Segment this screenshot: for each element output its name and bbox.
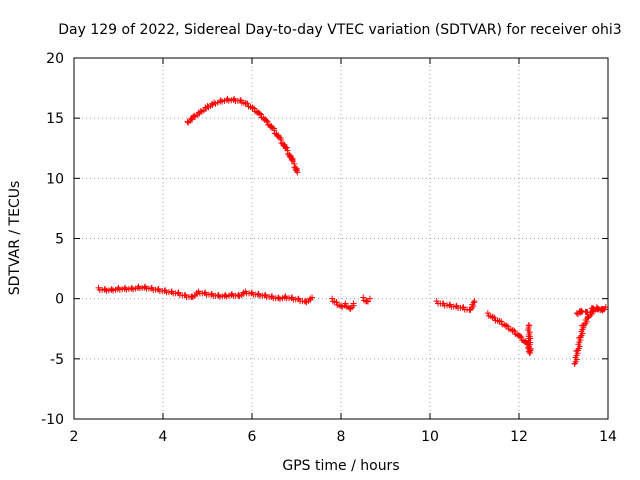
data-point-dense <box>188 116 195 123</box>
data-point <box>108 286 115 293</box>
data-point-dense <box>242 100 249 107</box>
data-point <box>329 295 336 302</box>
data-point-dense <box>489 314 496 321</box>
data-point <box>184 118 191 125</box>
data-point-dense <box>277 135 284 142</box>
data-point-dense <box>193 289 200 296</box>
y-tick-label: 15 <box>46 111 64 127</box>
data-point-dense <box>240 289 247 296</box>
data-point-dense <box>255 109 262 116</box>
data-point <box>128 284 135 291</box>
data-point-dense <box>365 298 372 305</box>
data-point-dense <box>256 110 263 117</box>
data-point-dense <box>249 105 256 112</box>
data-point-dense <box>350 302 357 309</box>
x-tick-label: 4 <box>159 429 168 445</box>
data-point-dense <box>195 109 202 116</box>
data-point-dense <box>270 125 277 132</box>
grid-lines <box>74 58 608 419</box>
y-tick-label: -10 <box>41 412 64 428</box>
chart-title: Day 129 of 2022, Sidereal Day-to-day VTE… <box>58 22 621 38</box>
x-tick-label: 2 <box>70 429 79 445</box>
data-point <box>471 298 478 305</box>
data-point-dense <box>515 332 522 339</box>
data-point-dense <box>509 327 516 334</box>
data-point <box>237 97 244 104</box>
data-point-dense <box>282 145 289 152</box>
data-point <box>366 295 373 302</box>
y-tick-label: -5 <box>50 352 64 368</box>
data-point-dense <box>588 305 595 312</box>
data-point-dense <box>283 144 290 151</box>
x-axis-label: GPS time / hours <box>282 458 399 474</box>
data-point <box>222 292 229 299</box>
y-tick-label: 10 <box>46 171 64 187</box>
x-tick-label: 6 <box>248 429 257 445</box>
data-point-dense <box>470 299 477 306</box>
x-tick-label: 10 <box>421 429 439 445</box>
data-point <box>484 310 491 317</box>
x-tick-label: 12 <box>510 429 528 445</box>
data-point-dense <box>577 309 584 316</box>
data-point-dense <box>307 295 314 302</box>
data-point-dense <box>333 299 340 306</box>
y-tick-label: 0 <box>55 292 64 308</box>
y-tick-label: 20 <box>46 51 64 67</box>
x-tick-label: 14 <box>599 429 617 445</box>
y-tick-label: 5 <box>55 232 64 248</box>
y-axis-label: SDTVAR / TECUs <box>7 181 23 296</box>
data-point <box>275 294 282 301</box>
data-point-dense <box>290 158 297 165</box>
axis-ticks: 2 4 6 8 10 12 14 -10 -5 0 5 10 15 20 <box>41 51 617 445</box>
data-point-dense <box>526 322 533 329</box>
x-tick-label: 8 <box>337 429 346 445</box>
data-point-dense <box>263 117 270 124</box>
data-points <box>95 95 609 367</box>
data-point <box>360 294 367 301</box>
data-point-dense <box>292 166 299 173</box>
data-point-dense <box>293 167 300 174</box>
data-point-dense <box>496 318 503 325</box>
data-point-dense <box>502 322 509 329</box>
data-point-dense <box>517 333 524 340</box>
data-point-dense <box>288 157 295 164</box>
data-point <box>188 293 195 300</box>
